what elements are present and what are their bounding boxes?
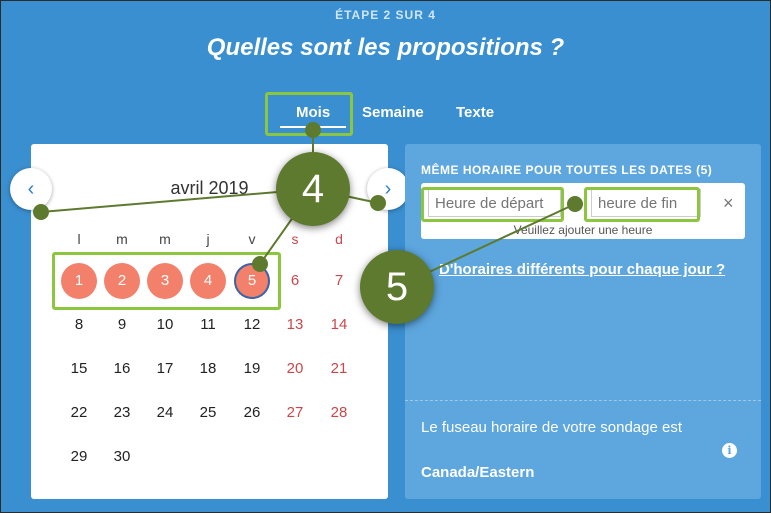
calendar-day-27[interactable]: 27 bbox=[286, 404, 304, 421]
highlight-box-start-time bbox=[421, 187, 564, 222]
calendar-day-24[interactable]: 24 bbox=[156, 404, 174, 421]
calendar-day-19[interactable]: 19 bbox=[243, 360, 261, 377]
calendar-day-8[interactable]: 8 bbox=[74, 316, 84, 333]
calendar-day-17[interactable]: 17 bbox=[156, 360, 174, 377]
page-title: Quelles sont les propositions ? bbox=[206, 34, 565, 61]
calendar-day-1[interactable]: 1 bbox=[61, 263, 97, 299]
calendar-day-4[interactable]: 4 bbox=[190, 263, 226, 299]
calendar-day-29[interactable]: 29 bbox=[70, 448, 88, 465]
calendar-day-21[interactable]: 21 bbox=[330, 360, 348, 377]
callout-badge-4: 4 bbox=[276, 152, 350, 226]
weekday-label: m bbox=[116, 231, 128, 247]
calendar-day-28[interactable]: 28 bbox=[330, 404, 348, 421]
calendar-day-15[interactable]: 15 bbox=[70, 360, 88, 377]
highlight-box-tab bbox=[265, 92, 353, 136]
calendar-day-20[interactable]: 20 bbox=[286, 360, 304, 377]
calendar-day-10[interactable]: 10 bbox=[156, 316, 174, 333]
chevron-left-icon: ‹ bbox=[27, 177, 35, 200]
tab-mois[interactable]: Mois bbox=[296, 104, 331, 121]
callout-badge-5: 5 bbox=[360, 250, 434, 324]
calendar-day-16[interactable]: 16 bbox=[113, 360, 131, 377]
tab-texte[interactable]: Texte bbox=[456, 104, 495, 121]
calendar-day-2[interactable]: 2 bbox=[104, 263, 140, 299]
calendar-day-7[interactable]: 7 bbox=[334, 272, 344, 289]
weekday-label: m bbox=[159, 231, 171, 247]
calendar-day-30[interactable]: 30 bbox=[113, 448, 131, 465]
calendar-day-18[interactable]: 18 bbox=[199, 360, 217, 377]
calendar-day-11[interactable]: 11 bbox=[200, 316, 216, 333]
highlight-box-end-time bbox=[584, 187, 700, 222]
prev-month-button[interactable]: ‹ bbox=[10, 168, 52, 210]
timezone-value: Canada/Eastern bbox=[421, 464, 535, 481]
weekday-label: d bbox=[335, 231, 343, 247]
timezone-label: Le fuseau horaire de votre sondage est bbox=[421, 419, 683, 436]
weekday-label: j bbox=[206, 231, 210, 247]
step-indicator: ÉTAPE 2 SUR 4 bbox=[335, 8, 436, 22]
calendar-day-3[interactable]: 3 bbox=[147, 263, 183, 299]
time-hint: Veuillez ajouter une heure bbox=[513, 223, 653, 237]
weekday-label: l bbox=[77, 231, 81, 247]
calendar-day-13[interactable]: 13 bbox=[286, 316, 304, 333]
end-time-input[interactable] bbox=[591, 189, 701, 217]
chevron-right-icon: › bbox=[384, 177, 392, 200]
calendar-day-26[interactable]: 26 bbox=[243, 404, 261, 421]
info-icon[interactable]: i bbox=[722, 443, 737, 458]
close-icon[interactable]: × bbox=[723, 193, 734, 213]
different-times-link[interactable]: D'horaires différents pour chaque jour ? bbox=[439, 261, 726, 278]
calendar-day-12[interactable]: 12 bbox=[243, 316, 261, 333]
calendar-day-22[interactable]: 22 bbox=[70, 404, 88, 421]
weekday-label: s bbox=[291, 231, 299, 247]
same-schedule-heading: MÊME HORAIRE POUR TOUTES LES DATES (5) bbox=[421, 163, 713, 177]
calendar-day-14[interactable]: 14 bbox=[330, 316, 348, 333]
calendar-day-9[interactable]: 9 bbox=[117, 316, 127, 333]
calendar-day-6[interactable]: 6 bbox=[290, 272, 300, 289]
divider bbox=[405, 400, 761, 401]
next-month-button[interactable]: › bbox=[367, 168, 409, 210]
tab-semaine[interactable]: Semaine bbox=[362, 104, 424, 121]
highlight-box-selected-days bbox=[52, 252, 281, 310]
calendar-day-23[interactable]: 23 bbox=[113, 404, 131, 421]
weekday-label: v bbox=[248, 231, 256, 247]
calendar-day-25[interactable]: 25 bbox=[199, 404, 217, 421]
